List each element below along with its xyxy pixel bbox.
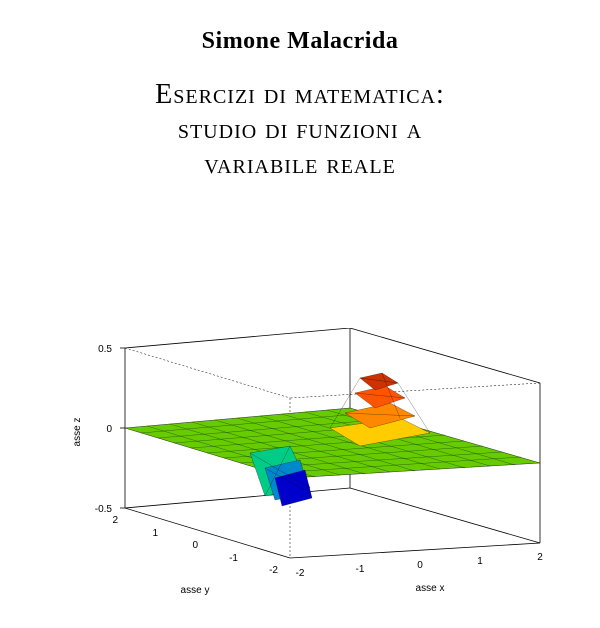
x-axis-label: asse x — [416, 583, 445, 594]
x-tick-2: 0 — [417, 560, 423, 571]
y-tick-0: -2 — [269, 565, 278, 576]
title-line-2: studio di funzioni a — [30, 112, 570, 147]
author-name: Simone Malacrida — [0, 28, 600, 55]
z-tick-1: 0 — [106, 424, 112, 435]
z-tick-0: -0.5 — [95, 504, 113, 515]
y-tick-2: 0 — [192, 540, 198, 551]
surface-svg: 0.5 0 -0.5 asse z — [30, 328, 570, 618]
x-tick-3: 1 — [477, 556, 483, 567]
title-line-1: Esercizi di matematica: — [30, 77, 570, 112]
surface-chart: 0.5 0 -0.5 asse z — [30, 328, 570, 618]
y-axis-label: asse y — [181, 585, 210, 596]
surface-mesh — [125, 373, 540, 506]
y-tick-1: -1 — [229, 553, 238, 564]
x-tick-4: 2 — [537, 552, 543, 563]
z-axis-label: asse z — [72, 418, 83, 447]
x-tick-1: -1 — [356, 564, 365, 575]
book-title: Esercizi di matematica: studio di funzio… — [0, 77, 600, 182]
x-tick-0: -2 — [296, 568, 305, 579]
title-line-3: variabile reale — [30, 147, 570, 182]
z-tick-2: 0.5 — [98, 344, 112, 355]
y-tick-4: 2 — [112, 515, 118, 526]
y-tick-3: 1 — [152, 528, 158, 539]
